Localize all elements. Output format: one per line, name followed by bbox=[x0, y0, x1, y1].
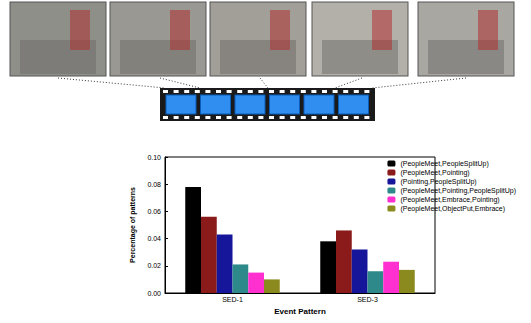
svg-text:(PeopleMeet,Pointing,PeopleSpl: (PeopleMeet,Pointing,PeopleSplitUp) bbox=[400, 187, 516, 195]
svg-text:(PeopleMeet,Embrace,Pointing): (PeopleMeet,Embrace,Pointing) bbox=[400, 196, 499, 204]
svg-text:(PeopleMeet,PeopleSplitUp): (PeopleMeet,PeopleSplitUp) bbox=[400, 160, 488, 168]
svg-text:0.06: 0.06 bbox=[147, 208, 161, 215]
svg-text:0.10: 0.10 bbox=[147, 154, 161, 161]
svg-text:Percentage of patterns: Percentage of patterns bbox=[129, 187, 137, 263]
svg-text:(PeopleMeet,ObjectPut,Embrace): (PeopleMeet,ObjectPut,Embrace) bbox=[400, 205, 505, 213]
svg-text:(Pointing,PeopleSplitUp): (Pointing,PeopleSplitUp) bbox=[400, 178, 476, 186]
svg-text:SED-1: SED-1 bbox=[222, 296, 243, 303]
svg-text:0.04: 0.04 bbox=[147, 235, 161, 242]
svg-text:SED-3: SED-3 bbox=[357, 296, 378, 303]
svg-text:(PeopleMeet,Pointing): (PeopleMeet,Pointing) bbox=[400, 169, 469, 177]
svg-text:Event Pattern: Event Pattern bbox=[274, 307, 326, 316]
svg-text:0.02: 0.02 bbox=[147, 262, 161, 269]
svg-text:0.08: 0.08 bbox=[147, 181, 161, 188]
svg-text:0.00: 0.00 bbox=[147, 290, 161, 297]
